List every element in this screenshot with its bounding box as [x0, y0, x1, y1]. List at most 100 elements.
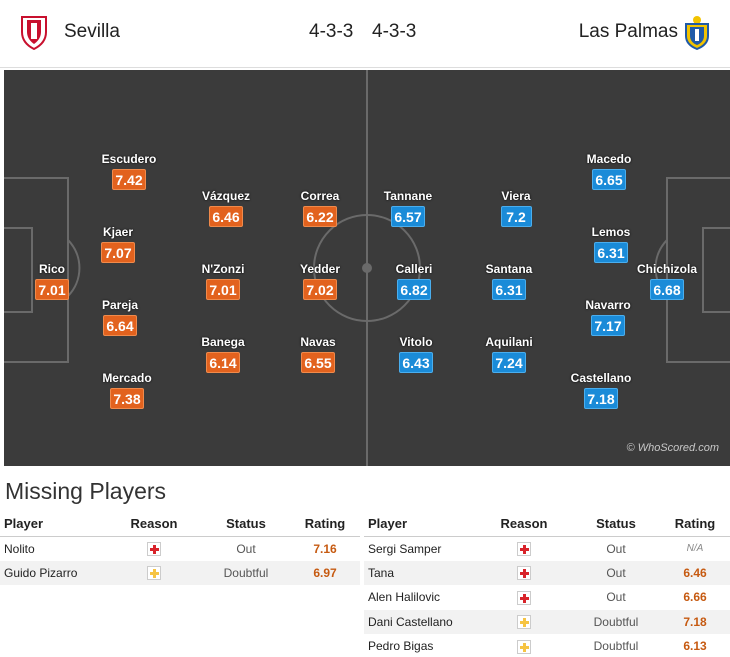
player-link[interactable]: Tana: [364, 560, 476, 585]
home-player[interactable]: Yedder 7.02: [280, 262, 360, 300]
player-link[interactable]: Sergi Samper: [368, 541, 442, 556]
away-formation: 4-3-3: [372, 21, 417, 42]
home-player[interactable]: Vázquez 6.46: [186, 189, 266, 227]
column-header-status: Status: [572, 512, 660, 537]
away-player[interactable]: Tannane 6.57: [368, 189, 448, 227]
player-link[interactable]: Nolito: [4, 541, 35, 556]
away-player[interactable]: Calleri 6.82: [374, 262, 454, 300]
player-rating: 6.22: [303, 206, 337, 227]
home-player[interactable]: Navas 6.55: [278, 335, 358, 373]
player-name: Macedo: [586, 152, 632, 166]
player-name: Banega: [201, 335, 245, 349]
player-link[interactable]: Dani Castellano: [364, 609, 476, 634]
player-rating: 6.14: [206, 352, 240, 373]
pitch: Rico 7.01 Escudero 7.42 Kjaer 7.07 Parej…: [4, 70, 730, 466]
player-name: Kjaer: [102, 225, 134, 239]
status: Out: [606, 590, 626, 605]
player-name: Yedder: [299, 262, 341, 276]
rating: N/A: [686, 543, 704, 554]
player-name: Correa: [300, 189, 340, 203]
home-player[interactable]: Escudero 7.42: [89, 152, 169, 190]
home-player[interactable]: N'Zonzi 7.01: [183, 262, 263, 300]
home-player[interactable]: Rico 7.01: [12, 262, 92, 300]
las-palmas-crest-icon: [685, 16, 709, 50]
away-player[interactable]: Santana 6.31: [469, 262, 549, 300]
player-rating: 6.64: [103, 315, 137, 336]
injury-icon: [147, 541, 161, 556]
player-rating: 6.46: [209, 206, 243, 227]
column-header-rating: Rating: [290, 512, 360, 537]
table-row: Tana Out 6.46: [364, 560, 730, 585]
player-name: Rico: [38, 262, 65, 276]
player-rating: 7.24: [492, 352, 526, 373]
player-rating: 7.17: [591, 315, 625, 336]
home-formation: 4-3-3: [309, 21, 354, 42]
status: Doubtful: [202, 560, 290, 585]
home-player[interactable]: Correa 6.22: [280, 189, 360, 227]
status: Out: [572, 560, 660, 585]
player-rating: 6.68: [650, 279, 684, 300]
away-team-name[interactable]: Las Palmas: [578, 21, 678, 42]
doubtful-icon: [147, 566, 161, 581]
player-name: Mercado: [102, 371, 152, 385]
doubtful-icon: [517, 615, 531, 630]
player-name: Navarro: [585, 298, 631, 312]
table-row: Sergi Samper Out N/A: [364, 536, 730, 561]
player-name: Vitolo: [399, 335, 433, 349]
player-link[interactable]: Pedro Bigas: [368, 639, 434, 654]
player-name: Pareja: [101, 298, 139, 312]
missing-players-title: Missing Players: [5, 478, 167, 504]
away-player[interactable]: Navarro 7.17: [568, 298, 648, 336]
match-header: Sevilla 4-3-3 4-3-3 Las Palmas: [0, 0, 730, 68]
doubtful-icon: [517, 639, 531, 654]
rating: 6.66: [683, 590, 707, 605]
away-player[interactable]: Vitolo 6.43: [376, 335, 456, 373]
column-header-player: Player: [0, 512, 106, 537]
player-name: Escudero: [101, 152, 157, 166]
away-player[interactable]: Lemos 6.31: [571, 225, 651, 263]
player-rating: 6.65: [592, 169, 626, 190]
player-name: Castellano: [570, 371, 632, 385]
player-name: Vázquez: [201, 189, 250, 203]
missing-table-home: Player Reason Status Rating Nolito Out 7…: [0, 512, 360, 585]
player-rating: 7.02: [303, 279, 337, 300]
player-rating: 6.55: [301, 352, 335, 373]
player-name: Chichizola: [636, 262, 697, 276]
home-player[interactable]: Mercado 7.38: [87, 371, 167, 409]
home-team-name[interactable]: Sevilla: [64, 21, 120, 42]
home-player[interactable]: Pareja 6.64: [80, 298, 160, 336]
player-link[interactable]: Alen Halilovic: [368, 590, 441, 605]
player-rating: 7.18: [584, 388, 618, 409]
player-name: Tannane: [383, 189, 433, 203]
player-link[interactable]: Guido Pizarro: [0, 560, 106, 585]
away-player[interactable]: Castellano 7.18: [561, 371, 641, 409]
player-name: Viera: [501, 189, 531, 203]
column-header-rating: Rating: [660, 512, 730, 537]
away-player[interactable]: Viera 7.2: [476, 189, 556, 227]
home-player[interactable]: Kjaer 7.07: [78, 225, 158, 263]
away-player[interactable]: Chichizola 6.68: [627, 262, 707, 300]
player-rating: 6.31: [594, 242, 628, 263]
rating: 7.16: [313, 541, 337, 556]
player-name: Aquilani: [485, 335, 533, 349]
table-row: Dani Castellano Doubtful 7.18: [364, 609, 730, 634]
rating: 6.13: [683, 639, 707, 654]
rating: 6.97: [290, 560, 360, 585]
column-header-status: Status: [202, 512, 290, 537]
pitch-markings: [4, 70, 730, 466]
column-header-reason: Reason: [106, 512, 202, 537]
sevilla-crest-icon: [21, 16, 47, 50]
player-rating: 7.42: [112, 169, 146, 190]
player-rating: 6.57: [391, 206, 425, 227]
injury-icon: [517, 566, 531, 581]
missing-table-away: Player Reason Status Rating Sergi Samper…: [364, 512, 730, 657]
player-name: Navas: [300, 335, 336, 349]
column-header-player: Player: [364, 512, 476, 537]
home-player[interactable]: Banega 6.14: [183, 335, 263, 373]
player-name: Calleri: [395, 262, 433, 276]
status: Out: [606, 541, 626, 556]
watermark: © WhoScored.com: [626, 442, 719, 454]
away-player[interactable]: Aquilani 7.24: [469, 335, 549, 373]
away-player[interactable]: Macedo 6.65: [569, 152, 649, 190]
player-name: Lemos: [591, 225, 631, 239]
